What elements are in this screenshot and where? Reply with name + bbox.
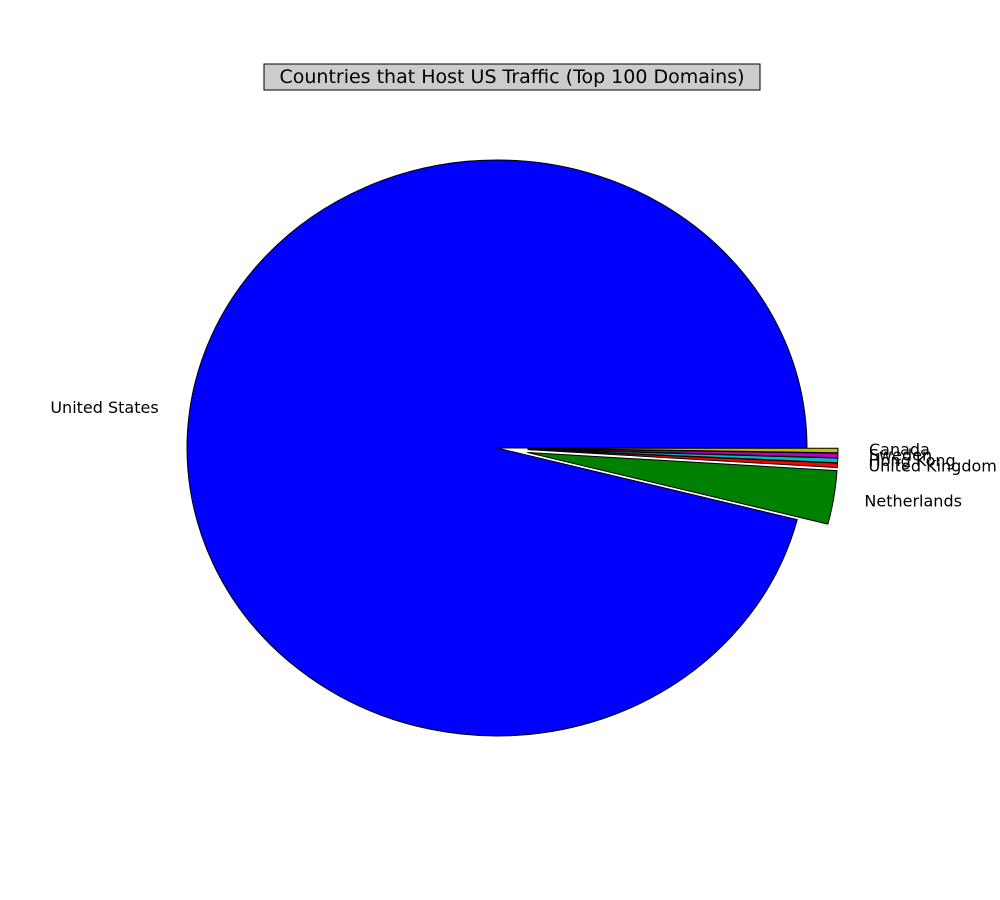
pie-slices [186, 159, 839, 737]
pie-slice-canada [527, 447, 839, 454]
pie-label-united-states: United States [50, 398, 158, 417]
pie-slice-netherlands [527, 452, 838, 525]
chart-title-box [263, 63, 761, 91]
pie-slice-united-states [186, 159, 808, 737]
pie-label-canada: Canada [869, 440, 930, 459]
chart-title: Countries that Host US Traffic (Top 100 … [279, 66, 744, 88]
pie-label-sweden: Sweden [869, 446, 932, 465]
pie-labels: United States Netherlands United KingdomHo… [50, 398, 997, 511]
pie-label-united-kingdom: United Kingdom [868, 456, 996, 475]
pie-label-hong-kong: Hong Kong [869, 451, 956, 470]
chart-title-group: Countries that Host US Traffic (Top 100 … [263, 63, 761, 91]
pie-label-netherlands: Netherlands [864, 492, 962, 511]
